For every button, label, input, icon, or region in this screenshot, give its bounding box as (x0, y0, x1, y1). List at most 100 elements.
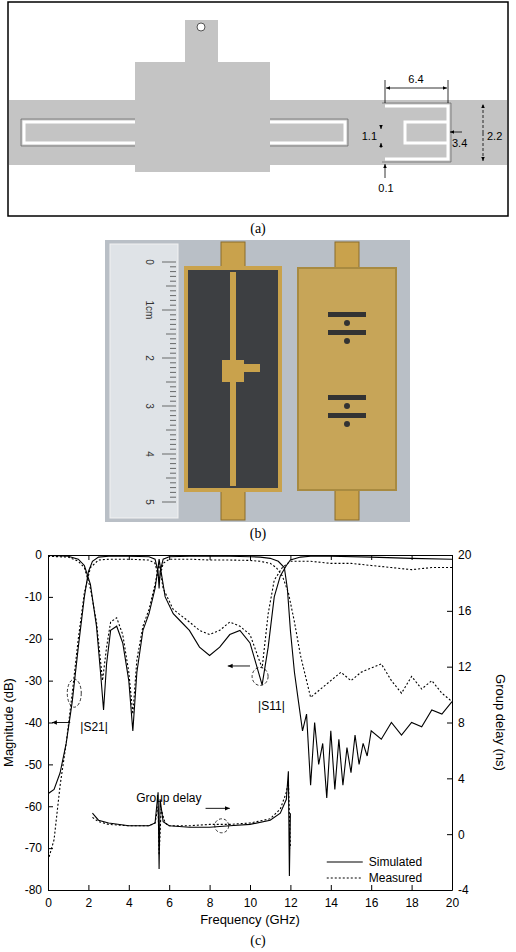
slot (385, 106, 448, 159)
tick-mark (48, 764, 53, 765)
ruler-tick (170, 305, 176, 306)
tick-mark (48, 806, 53, 807)
ruler-tick (170, 468, 176, 469)
tick-label: 10 (244, 896, 258, 910)
tick: 8 (207, 885, 214, 910)
tick-label: 6 (166, 896, 173, 910)
ruler-tick (162, 406, 176, 407)
tick (250, 555, 251, 560)
ruler-tick (170, 391, 176, 392)
dimension-line (483, 133, 484, 161)
tick: -4 (447, 883, 469, 897)
slot (328, 395, 366, 400)
tick: 8 (447, 716, 465, 730)
tick-label: -4 (458, 883, 469, 897)
ruler-tick (170, 295, 176, 296)
axis-line (49, 890, 453, 891)
tick-mark (250, 555, 251, 560)
dimension-line (386, 88, 416, 89)
tick: -80 (25, 883, 53, 897)
ruler-tick (166, 478, 176, 479)
tick (169, 555, 170, 560)
ruler-label: 3 (144, 403, 155, 409)
tick: 12 (284, 885, 298, 910)
ruler-tick (170, 300, 176, 301)
tick-mark (48, 890, 53, 891)
y2-axis-title: Group delay (ns) (493, 674, 508, 771)
annotation-arrow (228, 665, 250, 666)
ruler-tick (170, 338, 176, 339)
tick-label: 4 (126, 896, 133, 910)
connector (221, 488, 245, 520)
legend-label: Simulated (369, 855, 422, 869)
tick-label: -10 (25, 590, 43, 604)
annotation-ellipse (67, 679, 81, 707)
legend-swatch (327, 877, 363, 878)
ruler-tick (166, 382, 176, 383)
tick-label: -60 (25, 800, 43, 814)
ruler-tick (170, 362, 176, 363)
photo: 01cm2345(b) (105, 240, 410, 542)
ruler-tick (170, 425, 176, 426)
slot (24, 122, 135, 143)
tick-label: 0 (458, 828, 465, 842)
tick: 14 (325, 885, 339, 910)
ruler-tick (170, 449, 176, 450)
ruler-label: 4 (144, 451, 155, 457)
ruler-tick (170, 444, 176, 445)
ruler-tick (170, 415, 176, 416)
dimension-line (385, 164, 386, 178)
ruler-tick (162, 262, 176, 263)
ruler-tick (170, 401, 176, 402)
annotations: |S21||S11|Group delay (52, 666, 285, 833)
ruler-tick (170, 482, 176, 483)
extension-line (448, 80, 449, 103)
ruler-tick (170, 266, 176, 267)
dimension-line (416, 88, 447, 89)
slot-edge (270, 119, 348, 146)
tick: 6 (166, 885, 173, 910)
tick-mark (210, 885, 211, 890)
tick: -30 (25, 674, 53, 688)
tick: -70 (25, 841, 53, 855)
ruler-tick (170, 487, 176, 488)
dimension-label: 2.2 (487, 130, 502, 142)
tick-label: 14 (325, 896, 339, 910)
annotation-ellipse (215, 819, 229, 833)
series-line (48, 556, 452, 798)
tick-label: -80 (25, 883, 43, 897)
annotation-arrow (206, 808, 230, 809)
tick: 16 (447, 604, 472, 618)
axis: -80-70-60-50-40-30-20-100 (25, 548, 53, 897)
connector (335, 488, 359, 520)
tick: 0 (447, 828, 465, 842)
figure: 6.41.13.42.20.1(a)01cm2345(b)02468101214… (0, 0, 516, 952)
legend-swatch (327, 861, 363, 862)
annotation-ellipse (252, 667, 268, 685)
dimension-label: 6.4 (408, 73, 423, 85)
tick: -50 (25, 758, 53, 772)
ruler-tick (170, 281, 176, 282)
slot (328, 330, 366, 335)
ruler-tick (170, 367, 176, 368)
tick-label: 0 (45, 896, 52, 910)
series-line (48, 555, 452, 730)
ruler-tick (166, 334, 176, 335)
ruler-tick (170, 439, 176, 440)
tick-mark (447, 555, 452, 556)
slot (405, 122, 448, 143)
ruler-tick (162, 310, 176, 311)
tick-label: 20 (446, 896, 460, 910)
feed-line (270, 100, 507, 165)
tick: 4 (126, 885, 133, 910)
tick: 20 (447, 548, 472, 562)
ruler-tick (170, 271, 176, 272)
dimension-line (483, 104, 484, 133)
stub (185, 20, 218, 62)
ruler-tick (170, 324, 176, 325)
tick-label: 8 (458, 716, 465, 730)
slot-edge (382, 103, 451, 162)
diagram-frame (8, 2, 508, 216)
ruler-tick (170, 396, 176, 397)
dimension-label: 1.1 (362, 130, 377, 142)
